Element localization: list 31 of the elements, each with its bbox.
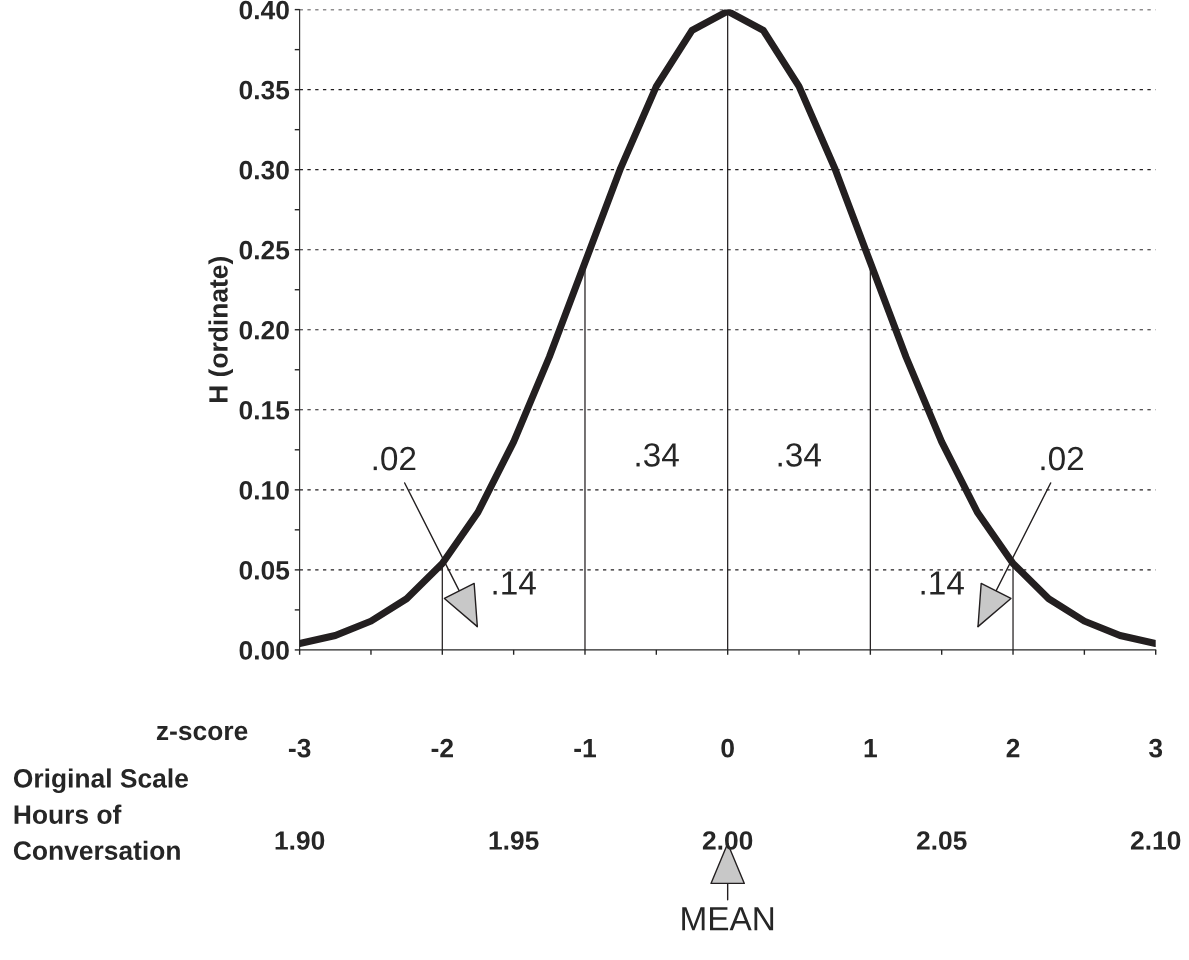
x-axis-title: z-score	[156, 725, 248, 741]
y-tick-label: 0.00	[239, 641, 289, 660]
x-tick-label: -2	[431, 738, 453, 758]
x-tick-label: 2	[1006, 738, 1020, 758]
y-tick-label: 0.40	[239, 0, 289, 20]
y-axis-title: H (ordinate)	[208, 257, 233, 403]
x2-axis-title: Original Scale Hours of Conversation	[13, 768, 188, 861]
x2-tick-label: 2.10	[1130, 831, 1181, 850]
y-tick-label: 0.30	[239, 160, 289, 180]
annotation: .14	[493, 571, 536, 595]
y-tick-label: 0.20	[239, 320, 289, 340]
x-tick-label: 0	[721, 738, 734, 758]
annotation: .34	[778, 443, 821, 467]
x2-tick-label: 2.05	[916, 831, 967, 850]
y-tick-label: 0.10	[239, 480, 289, 500]
annotation: .34	[636, 443, 679, 467]
y-tick-label: 0.15	[239, 400, 290, 420]
x-tick-label: -3	[288, 738, 311, 758]
y-tick-label: 0.35	[239, 80, 290, 100]
x-tick-label: -1	[574, 739, 596, 758]
annotation: .02	[1041, 446, 1084, 471]
annotation: .14	[921, 571, 964, 595]
x2-tick-label: 1.95	[489, 831, 539, 850]
x-tick-label: 3	[1148, 738, 1163, 758]
y-tick-label: 0.05	[239, 561, 290, 580]
x2-tick-label: 2.00	[702, 831, 753, 850]
y-tick-label: 0.25	[239, 240, 290, 260]
text: MEAN	[682, 907, 774, 931]
annotation: .02	[373, 446, 416, 471]
x2-tick-label: 1.90	[275, 831, 325, 850]
x-tick-label: 1	[864, 739, 877, 758]
